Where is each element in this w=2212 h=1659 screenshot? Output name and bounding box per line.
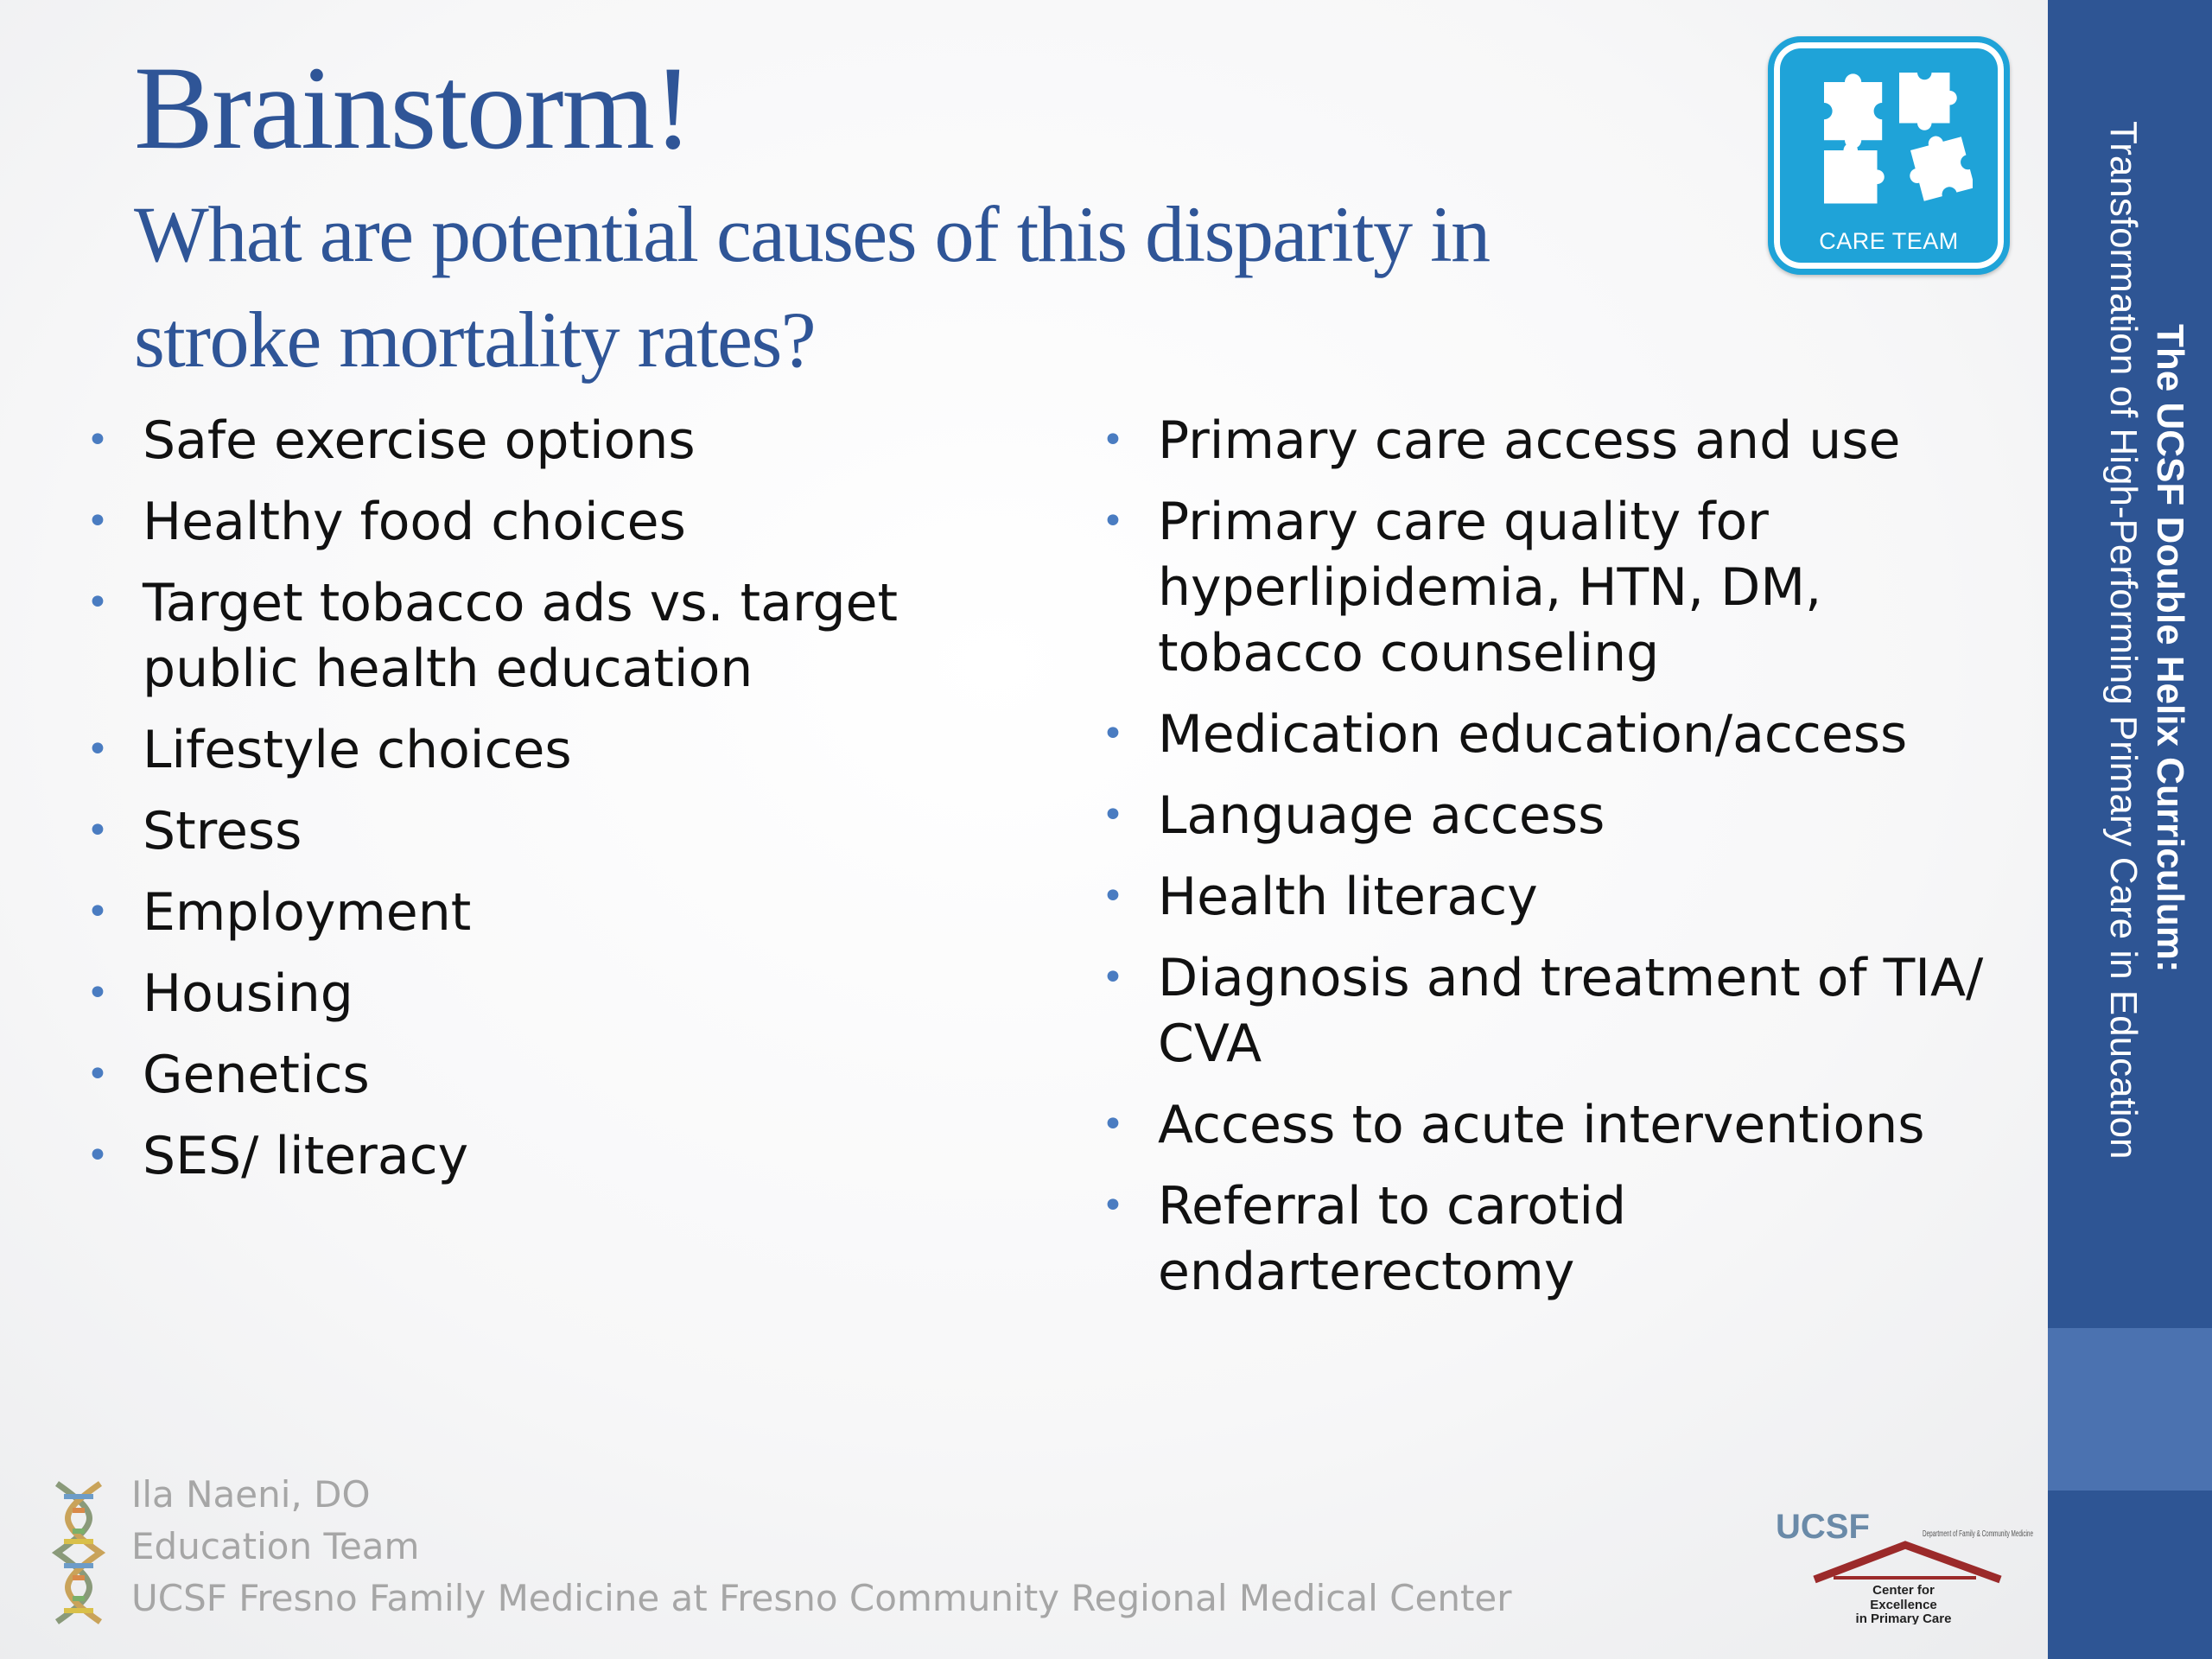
bullet-icon: • bbox=[86, 890, 109, 934]
bullet-icon: • bbox=[86, 728, 109, 772]
causes-list-right: • Primary care access and use • Primary ca… bbox=[1102, 408, 1996, 1320]
bullet-icon: • bbox=[1102, 499, 1124, 543]
sidebar-title: The UCSF Double Helix Curriculum: bbox=[2149, 324, 2191, 973]
list-item: • Genetics bbox=[86, 1042, 1041, 1108]
list-item: • Medication education/access bbox=[1102, 702, 1996, 767]
bullet-icon: • bbox=[86, 499, 109, 543]
bullet-icon: • bbox=[86, 1134, 109, 1178]
bullet-icon: • bbox=[86, 1052, 109, 1096]
slide-subtitle: What are potential causes of this dispar… bbox=[134, 190, 1491, 384]
center-line2: Excellence bbox=[1870, 1598, 1937, 1612]
puzzle-pieces-icon bbox=[1824, 73, 1973, 204]
bullet-icon: • bbox=[1102, 1103, 1124, 1147]
list-item: • Employment bbox=[86, 880, 1041, 945]
bullet-icon: • bbox=[1102, 418, 1124, 462]
presenter-info: Ila Naeni, DO Education Team UCSF Fresno… bbox=[131, 1469, 1512, 1624]
curriculum-sidebar bbox=[2048, 0, 2212, 1659]
care-team-label: CARE TEAM bbox=[1819, 228, 1959, 254]
causes-list-left: • Safe exercise options • Healthy food cho… bbox=[86, 408, 1041, 1205]
list-item: • Housing bbox=[86, 961, 1041, 1027]
slide-title: Brainstorm! bbox=[134, 41, 693, 174]
list-item: • Language access bbox=[1102, 783, 1996, 849]
list-item: • Healthy food choices bbox=[86, 489, 1041, 555]
list-item: • Stress bbox=[86, 798, 1041, 864]
bullet-icon: • bbox=[86, 581, 109, 625]
dna-helix-icon bbox=[51, 1481, 106, 1624]
bullet-icon: • bbox=[1102, 956, 1124, 1000]
bullet-icon: • bbox=[86, 971, 109, 1015]
ucsf-wordmark: UCSF bbox=[1776, 1508, 1870, 1546]
list-item: • Diagnosis and treatment of TIA/ CVA bbox=[1102, 945, 1996, 1077]
list-item: • Target tobacco ads vs. target public he… bbox=[86, 570, 1041, 702]
list-item: • Safe exercise options bbox=[86, 408, 1041, 474]
ucsf-center-logo: UCSF Department of Family & Community Me… bbox=[1776, 1508, 2033, 1624]
presenter-institution: UCSF Fresno Family Medicine at Fresno Co… bbox=[131, 1577, 1512, 1619]
list-item: • Primary care access and use bbox=[1102, 408, 1996, 474]
list-item: • Primary care quality for hyperlipidemia… bbox=[1102, 489, 1996, 686]
center-line3: in Primary Care bbox=[1856, 1611, 1952, 1624]
bullet-icon: • bbox=[1102, 793, 1124, 837]
presenter-team: Education Team bbox=[131, 1525, 420, 1567]
list-item: • Referral to carotid endarterectomy bbox=[1102, 1173, 1996, 1305]
list-item: • Access to acute interventions bbox=[1102, 1092, 1996, 1158]
bullet-icon: • bbox=[86, 418, 109, 462]
list-item: • SES/ literacy bbox=[86, 1123, 1041, 1189]
care-team-badge: CARE TEAM bbox=[1768, 36, 2010, 275]
list-item: • Health literacy bbox=[1102, 864, 1996, 930]
bullet-icon: • bbox=[1102, 1184, 1124, 1228]
sidebar-subtitle: Transformation of High-Performing Primar… bbox=[2102, 121, 2145, 1160]
presenter-name: Ila Naeni, DO bbox=[131, 1473, 371, 1516]
bullet-icon: • bbox=[1102, 874, 1124, 918]
dept-text: Department of Family & Community Medicin… bbox=[1923, 1529, 2033, 1539]
list-item: • Lifestyle choices bbox=[86, 717, 1041, 783]
bullet-icon: • bbox=[86, 809, 109, 853]
sidebar-accent bbox=[2048, 1328, 2212, 1491]
sidebar-caption: The UCSF Double Helix Curriculum: Transf… bbox=[2100, 121, 2193, 1160]
bullet-icon: • bbox=[1102, 712, 1124, 756]
center-line1: Center for bbox=[1872, 1583, 1935, 1598]
